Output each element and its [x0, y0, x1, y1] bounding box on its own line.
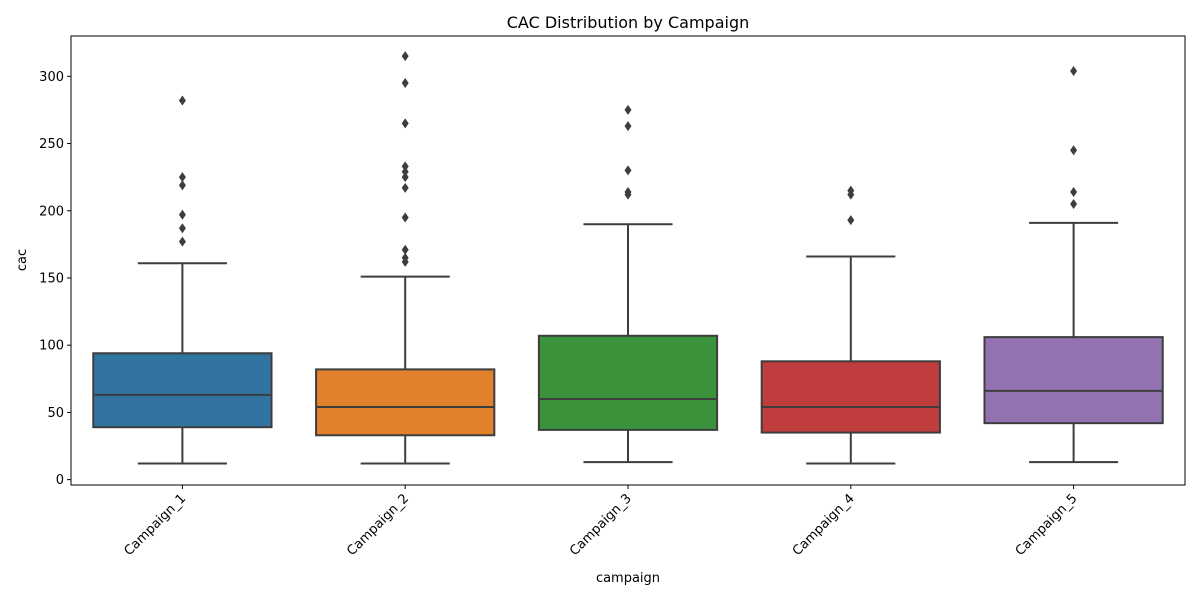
- box-2: [315, 368, 496, 437]
- y-tick-label: 0: [56, 473, 64, 488]
- outlier-point: [847, 185, 855, 196]
- y-tick-label: 150: [39, 271, 64, 286]
- x-tick-label: Campaign_2: [344, 491, 412, 559]
- outlier-point: [624, 186, 632, 197]
- x-tick-label: Campaign_1: [121, 491, 189, 559]
- outlier-point: [401, 118, 409, 129]
- box-group-3: [537, 104, 719, 464]
- outlier-point: [401, 244, 409, 255]
- outlier-point: [624, 165, 632, 176]
- x-tick-label: Campaign_5: [1013, 491, 1081, 559]
- plot-area: [92, 51, 1164, 465]
- x-axis-label: campaign: [596, 571, 660, 586]
- outlier-point: [1070, 199, 1078, 210]
- box-4: [760, 360, 941, 434]
- axes-border: [70, 35, 1186, 486]
- outlier-point: [401, 172, 409, 183]
- y-tick-label: 200: [39, 204, 64, 219]
- outlier-point: [1070, 186, 1078, 197]
- y-tick-label: 300: [39, 70, 64, 85]
- outlier-point: [1070, 145, 1078, 156]
- box-group-5: [983, 65, 1164, 464]
- outlier-point: [178, 223, 186, 234]
- y-tick-label: 250: [39, 137, 64, 152]
- chart-title: CAC Distribution by Campaign: [507, 13, 750, 32]
- outlier-point: [401, 252, 409, 263]
- outlier-point: [178, 236, 186, 247]
- box-5: [983, 336, 1164, 425]
- outlier-point: [401, 51, 409, 62]
- box-group-4: [760, 185, 941, 465]
- outlier-point: [1070, 65, 1078, 76]
- outlier-point: [401, 182, 409, 193]
- axes-frame: [70, 35, 1186, 486]
- outlier-point: [401, 161, 409, 172]
- outlier-point: [401, 212, 409, 223]
- outlier-point: [624, 121, 632, 132]
- outlier-point: [178, 172, 186, 183]
- outlier-point: [624, 104, 632, 115]
- y-tick-label: 100: [39, 339, 64, 354]
- outlier-point: [178, 180, 186, 191]
- outlier-point: [178, 209, 186, 220]
- outlier-point: [401, 78, 409, 89]
- y-axis: 0 50 100 150 200 250 300: [39, 70, 71, 488]
- outlier-point: [401, 166, 409, 177]
- outlier-point: [847, 215, 855, 226]
- y-tick-label: 50: [47, 406, 64, 421]
- x-axis: Campaign_1 Campaign_2 Campaign_3 Campaign_4…: [121, 485, 1080, 559]
- box-3: [537, 334, 719, 431]
- box-group-1: [92, 95, 273, 465]
- y-axis-label: cac: [15, 249, 30, 271]
- x-tick-label: Campaign_4: [790, 491, 858, 559]
- outlier-point: [178, 95, 186, 106]
- box-1: [92, 352, 273, 429]
- x-tick-label: Campaign_3: [567, 491, 635, 559]
- box-group-2: [315, 51, 496, 465]
